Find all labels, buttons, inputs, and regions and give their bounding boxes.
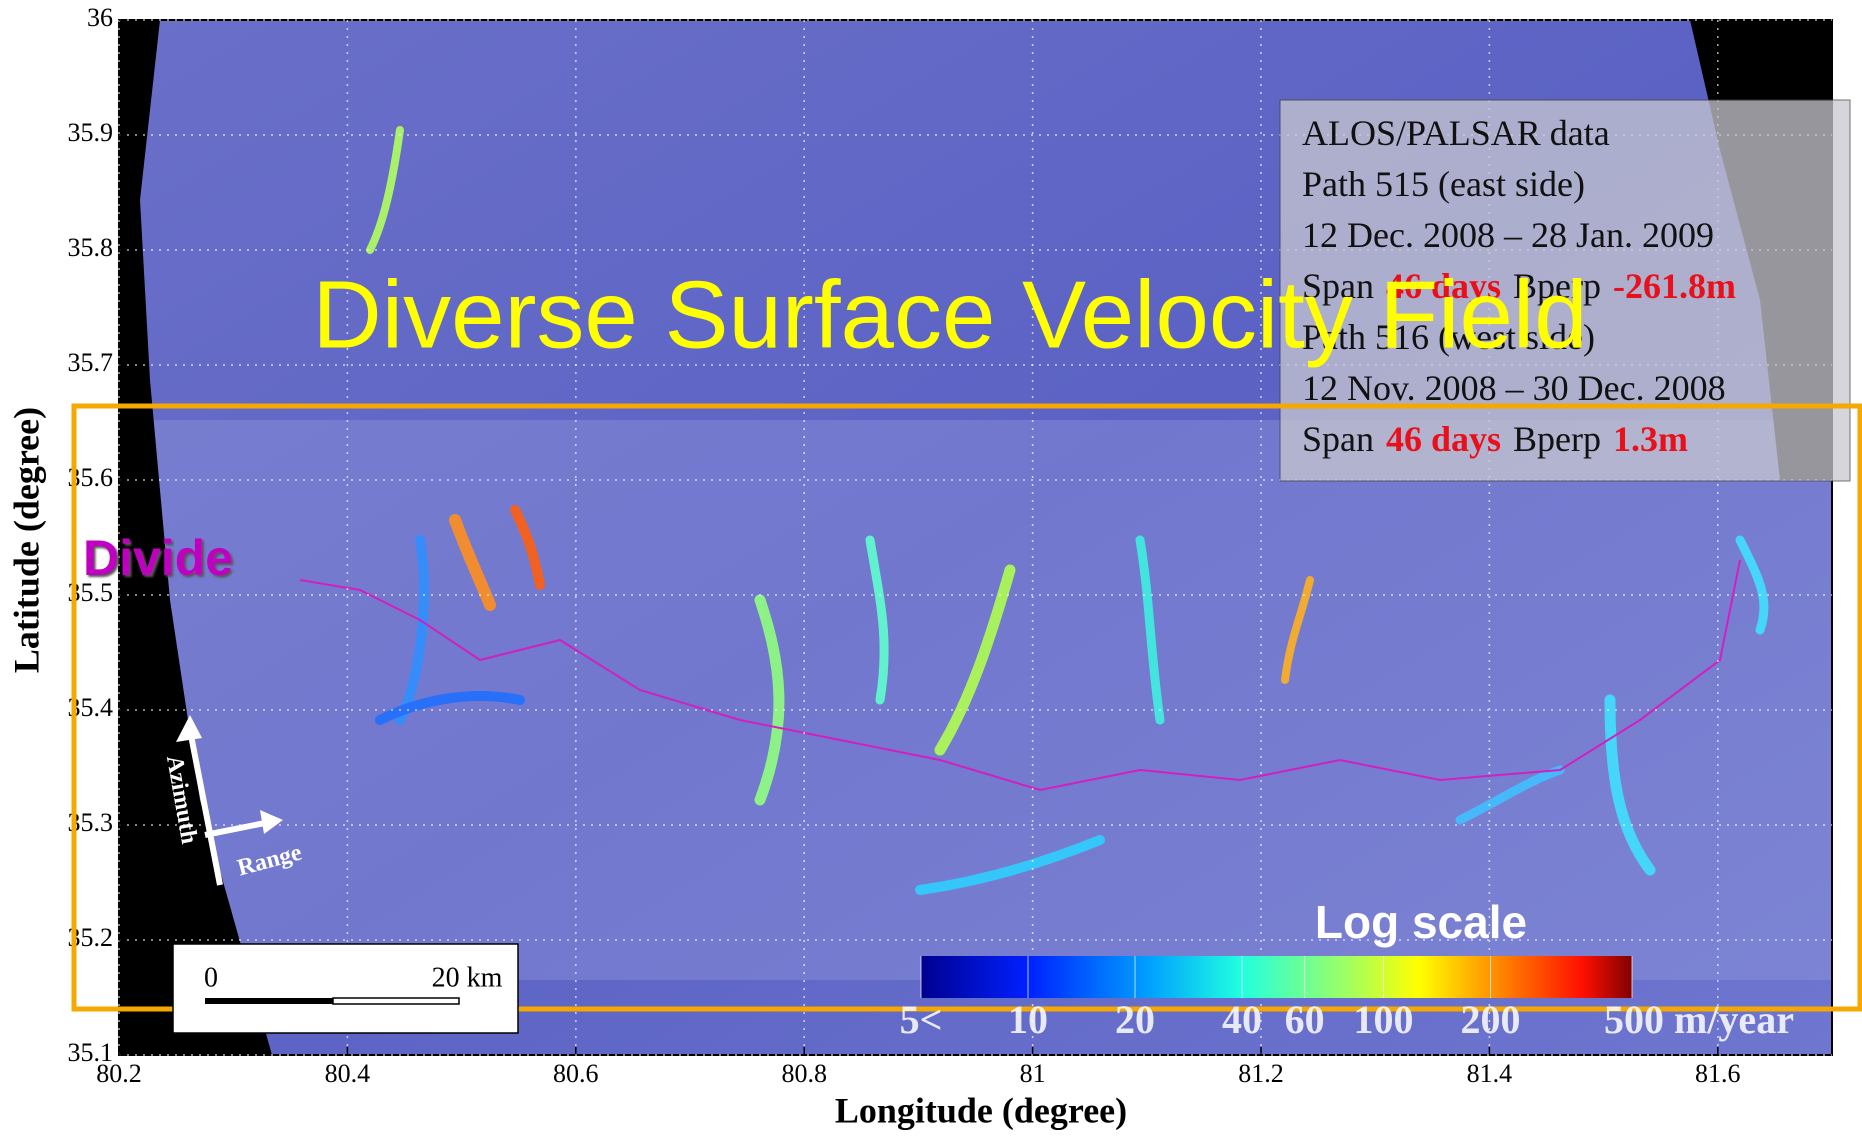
info-line: ALOS/PALSAR data — [1302, 113, 1610, 153]
glacier-zone — [119, 420, 1832, 980]
scale-end: 20 km — [432, 962, 503, 993]
scale-bar-fill — [205, 998, 333, 1004]
colorbar-tick-label: 10 — [1008, 997, 1048, 1042]
colorbar-tick-label: 40 — [1222, 997, 1262, 1042]
info-segment: Bperp — [1513, 419, 1601, 459]
x-axis-title: Longitude (degree) — [835, 1090, 1127, 1130]
x-tick-label: 81 — [1020, 1059, 1046, 1088]
scale-bar-empty — [333, 998, 459, 1004]
colorbar-tick-label: 100 — [1354, 997, 1414, 1042]
info-segment: -261.8m — [1613, 266, 1736, 306]
info-line: 12 Dec. 2008 – 28 Jan. 2009 — [1302, 215, 1714, 255]
colorbar-tick-label: 20 — [1115, 997, 1155, 1042]
y-axis-title: Latitude (degree) — [6, 407, 46, 673]
info-line: Span 46 days Bperp 1.3m — [1302, 419, 1688, 459]
info-line: 12 Nov. 2008 – 30 Dec. 2008 — [1302, 368, 1726, 408]
x-tick-label: 80.4 — [325, 1059, 371, 1088]
x-tick-label: 80.6 — [553, 1059, 599, 1088]
overlay-title: Diverse Surface Velocity Field — [312, 261, 1587, 368]
x-tick-label: 81.6 — [1695, 1059, 1741, 1088]
info-segment: ALOS/PALSAR data — [1302, 113, 1610, 153]
x-tick-label: 81.2 — [1238, 1059, 1284, 1088]
scale-start: 0 — [204, 962, 218, 993]
colorbar-title: Log scale — [1315, 896, 1527, 948]
info-segment: 46 days — [1386, 419, 1501, 459]
y-tick-label: 35.8 — [68, 233, 114, 262]
info-segment: 12 Dec. 2008 – 28 Jan. 2009 — [1302, 215, 1714, 255]
y-tick-label: 36 — [87, 3, 113, 32]
info-line: Path 515 (east side) — [1302, 164, 1585, 204]
divide-label: Divide — [83, 530, 233, 586]
info-segment: 12 Nov. 2008 – 30 Dec. 2008 — [1302, 368, 1726, 408]
colorbar-tick-label: 200 — [1461, 997, 1521, 1042]
y-tick-label: 35.9 — [68, 118, 114, 147]
colorbar-tick-label: 5< — [900, 997, 943, 1042]
colorbar-tick-label: 500 m/year — [1604, 997, 1794, 1042]
map-figure: 80.280.480.680.88181.281.481.635.135.235… — [0, 0, 1862, 1136]
colorbar-tick-label: 60 — [1285, 997, 1325, 1042]
x-tick-label: 81.4 — [1467, 1059, 1513, 1088]
info-segment: 1.3m — [1613, 419, 1688, 459]
info-segment: Path 515 (east side) — [1302, 164, 1585, 204]
x-tick-label: 80.8 — [781, 1059, 827, 1088]
y-tick-label: 35.1 — [68, 1038, 114, 1067]
y-tick-label: 35.7 — [68, 348, 114, 377]
info-segment: Span — [1302, 419, 1374, 459]
